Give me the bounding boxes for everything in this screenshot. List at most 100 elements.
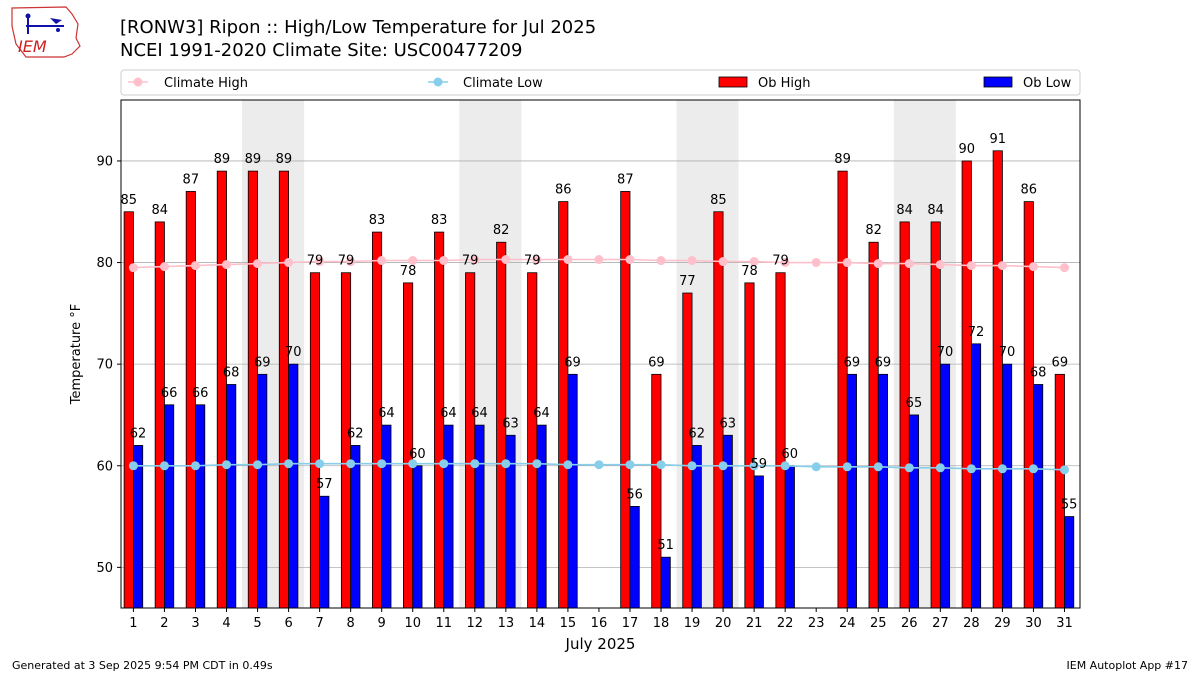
ob-low-label-9: 64 bbox=[378, 406, 395, 421]
x-tick-label-16: 16 bbox=[591, 616, 608, 631]
ob-low-label-2: 66 bbox=[161, 386, 178, 401]
climate-high-point-25 bbox=[873, 259, 883, 269]
ob-high-label-5: 89 bbox=[245, 152, 262, 167]
climate-high-point-13 bbox=[501, 255, 511, 265]
ob-high-label-3: 87 bbox=[183, 172, 200, 187]
ob-high-label-15: 86 bbox=[555, 183, 572, 198]
climate-low-point-14 bbox=[532, 459, 542, 469]
ob-high-label-26: 84 bbox=[896, 203, 913, 218]
climate-high-point-27 bbox=[935, 260, 945, 270]
ob-low-bar-31 bbox=[1064, 516, 1075, 609]
x-tick-label-31: 31 bbox=[1056, 616, 1073, 631]
ob-high-label-20: 85 bbox=[710, 193, 727, 208]
climate-high-point-29 bbox=[997, 261, 1007, 271]
ob-low-bar-28 bbox=[970, 343, 982, 609]
x-tick-label-5: 5 bbox=[253, 616, 261, 631]
climate-low-point-1 bbox=[128, 461, 138, 471]
climate-low-point-26 bbox=[904, 463, 914, 473]
climate-low-point-18 bbox=[656, 460, 666, 470]
y-tick-label-50: 50 bbox=[96, 561, 113, 576]
ob-low-label-4: 68 bbox=[223, 365, 240, 380]
climate-high-point-11 bbox=[439, 256, 449, 266]
x-tick-label-18: 18 bbox=[653, 616, 670, 631]
ob-low-bar-30 bbox=[1033, 384, 1044, 609]
y-tick-label-70: 70 bbox=[96, 358, 113, 373]
ob-high-label-21: 78 bbox=[741, 264, 758, 279]
legend-climate-low-marker bbox=[433, 77, 443, 87]
x-tick-label-29: 29 bbox=[994, 616, 1011, 631]
climate-low-point-7 bbox=[315, 459, 325, 469]
y-tick-label-90: 90 bbox=[96, 154, 113, 169]
ob-low-label-11: 64 bbox=[440, 406, 457, 421]
ob-low-bar-6 bbox=[288, 363, 299, 609]
ob-high-bar-21 bbox=[744, 282, 755, 609]
ob-low-label-19: 62 bbox=[688, 426, 705, 441]
climate-low-point-21 bbox=[749, 461, 759, 471]
ob-low-bar-26 bbox=[908, 414, 920, 609]
ob-low-bar-20 bbox=[722, 434, 733, 609]
x-tick-label-14: 14 bbox=[529, 616, 546, 631]
ob-low-bar-10 bbox=[412, 465, 423, 609]
ob-low-bar-8 bbox=[350, 445, 361, 609]
x-tick-label-7: 7 bbox=[315, 616, 323, 631]
ob-low-label-3: 66 bbox=[192, 386, 209, 401]
climate-low-point-2 bbox=[159, 461, 169, 471]
x-tick-label-21: 21 bbox=[746, 616, 763, 631]
ob-low-bar-2 bbox=[164, 404, 175, 609]
ob-high-label-25: 82 bbox=[865, 223, 882, 238]
ob-high-label-4: 89 bbox=[214, 152, 231, 167]
climate-high-point-20 bbox=[718, 257, 728, 267]
ob-low-label-20: 63 bbox=[719, 416, 736, 431]
ob-low-bar-25 bbox=[877, 373, 888, 609]
x-tick-label-4: 4 bbox=[222, 616, 230, 631]
ob-high-bar-26 bbox=[899, 221, 910, 609]
ob-high-label-28: 90 bbox=[958, 142, 975, 157]
climate-low-point-30 bbox=[1028, 464, 1038, 474]
x-axis-label: July 2025 bbox=[565, 635, 636, 653]
x-tick-label-6: 6 bbox=[284, 616, 292, 631]
climate-low-point-15 bbox=[563, 460, 573, 470]
y-tick-label-60: 60 bbox=[96, 459, 113, 474]
climate-high-point-23 bbox=[811, 258, 821, 268]
ob-low-label-27: 70 bbox=[937, 345, 954, 360]
ob-low-bar-4 bbox=[226, 384, 237, 609]
ob-high-label-2: 84 bbox=[152, 203, 169, 218]
ob-high-label-1: 85 bbox=[120, 193, 137, 208]
ob-low-label-13: 63 bbox=[502, 416, 519, 431]
x-tick-label-26: 26 bbox=[901, 616, 918, 631]
climate-high-point-31 bbox=[1059, 263, 1069, 273]
x-tick-label-17: 17 bbox=[622, 616, 639, 631]
climate-low-point-5 bbox=[253, 460, 263, 470]
x-tick-label-13: 13 bbox=[498, 616, 515, 631]
climate-low-point-23 bbox=[811, 462, 821, 472]
ob-low-bar-24 bbox=[846, 373, 857, 609]
data-labels: 85 62 84 66 87 66 89 68 89 69 89 70 79 57 79 62 83 64 78 60… bbox=[120, 132, 1077, 553]
x-tick-label-10: 10 bbox=[404, 616, 421, 631]
climate-low-point-13 bbox=[501, 459, 511, 469]
climate-high-point-19 bbox=[687, 256, 697, 266]
climate-high-point-5 bbox=[253, 259, 263, 269]
ob-high-bar-20 bbox=[713, 211, 724, 609]
ob-low-label-8: 62 bbox=[347, 426, 364, 441]
ob-low-label-17: 56 bbox=[626, 487, 643, 502]
ob-low-label-18: 51 bbox=[657, 538, 674, 553]
ob-high-label-29: 91 bbox=[989, 132, 1006, 147]
ob-low-label-25: 69 bbox=[875, 355, 892, 370]
climate-low-point-4 bbox=[222, 460, 232, 470]
climate-high-point-2 bbox=[159, 262, 169, 272]
ob-high-label-10: 78 bbox=[400, 264, 417, 279]
legend-climate-high-marker bbox=[133, 77, 143, 87]
climate-low-point-22 bbox=[780, 461, 790, 471]
x-tick-label-27: 27 bbox=[932, 616, 949, 631]
climate-low-point-3 bbox=[190, 461, 200, 471]
climate-high-point-17 bbox=[625, 255, 635, 265]
ob-low-label-28: 72 bbox=[968, 325, 985, 340]
climate-lines bbox=[128, 255, 1069, 475]
ob-low-label-30: 68 bbox=[1030, 365, 1047, 380]
climate-high-point-1 bbox=[128, 263, 138, 273]
legend-ob-low-swatch bbox=[983, 76, 1013, 88]
x-tick-label-28: 28 bbox=[963, 616, 980, 631]
ob-low-label-15: 69 bbox=[564, 355, 581, 370]
ob-low-label-22: 60 bbox=[782, 447, 799, 462]
